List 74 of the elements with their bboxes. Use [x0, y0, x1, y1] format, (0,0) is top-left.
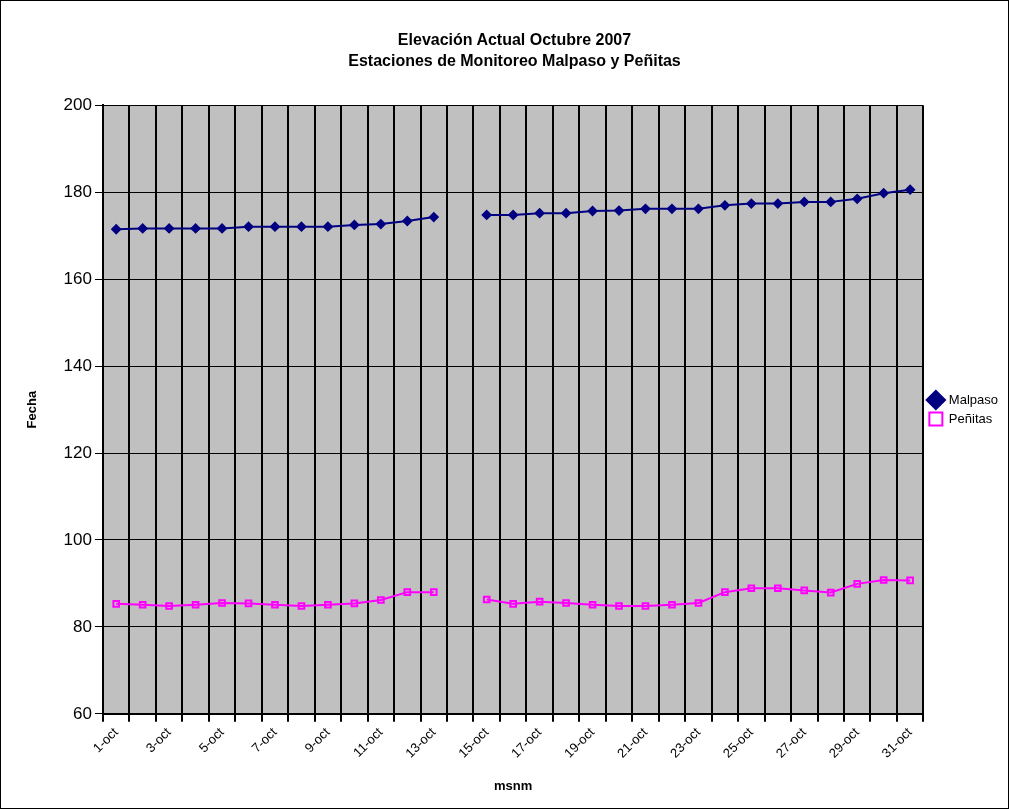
point: [377, 596, 385, 604]
point: [375, 219, 386, 230]
point: [191, 600, 200, 609]
point: [746, 198, 757, 209]
point: [190, 223, 201, 234]
point: [271, 600, 279, 609]
point: [905, 184, 916, 195]
point: [481, 209, 492, 220]
point: [906, 576, 914, 585]
point: [349, 219, 360, 230]
y-axis-title: Fecha: [24, 390, 40, 429]
point: [218, 599, 226, 607]
point: [747, 584, 756, 593]
y-tick-label: 60: [73, 703, 92, 723]
chart-subtitle: Estaciones de Monitoreo Malpaso y Peñitas: [348, 52, 681, 70]
point: [111, 224, 122, 235]
point: [668, 600, 676, 609]
point: [217, 223, 228, 234]
y-tick-label: 160: [63, 268, 92, 288]
point: [137, 223, 148, 234]
point: [879, 576, 888, 584]
point: [535, 597, 544, 606]
point: [641, 602, 650, 610]
point: [878, 188, 889, 199]
y-tick-label: 140: [63, 355, 92, 375]
point: [164, 223, 175, 234]
point: [244, 599, 253, 608]
y-tick-label: 120: [63, 442, 92, 462]
point: [853, 580, 862, 588]
point: [588, 600, 597, 609]
point: [243, 221, 254, 232]
chart-title: Elevación Actual Octubre 2007: [397, 31, 632, 49]
point: [534, 208, 545, 219]
point: [693, 203, 704, 214]
point: [587, 206, 598, 216]
y-tick-label: 200: [63, 95, 92, 115]
point: [403, 588, 412, 596]
point: [269, 221, 280, 232]
point: [112, 600, 121, 608]
legend-label: Peñitas: [948, 410, 993, 426]
point: [852, 193, 863, 204]
point: [561, 208, 572, 219]
point: [297, 602, 306, 610]
point: [614, 205, 625, 216]
point: [773, 584, 782, 593]
point: [322, 221, 333, 232]
legend-label: Malpaso: [948, 391, 998, 407]
point: [615, 602, 623, 610]
x-axis-title: msnm: [494, 777, 533, 793]
point: [350, 599, 359, 608]
point: [296, 221, 307, 232]
point: [799, 196, 810, 207]
point: [562, 599, 570, 607]
point: [324, 600, 332, 609]
point: [721, 588, 729, 596]
point: [165, 602, 173, 610]
point: [138, 600, 147, 609]
point: [719, 200, 730, 211]
point: [772, 198, 783, 209]
point: [429, 588, 438, 596]
point: [825, 196, 836, 207]
point: [509, 600, 517, 608]
point: [482, 595, 491, 604]
point: [428, 212, 439, 223]
point: [826, 588, 835, 597]
point: [666, 203, 677, 214]
point: [694, 599, 703, 607]
point: [800, 586, 809, 595]
y-tick-label: 100: [63, 529, 92, 549]
y-tick-label: 180: [63, 182, 92, 201]
y-tick-label: 80: [73, 616, 92, 636]
point: [402, 216, 413, 226]
point: [508, 209, 519, 220]
point: [640, 203, 651, 214]
